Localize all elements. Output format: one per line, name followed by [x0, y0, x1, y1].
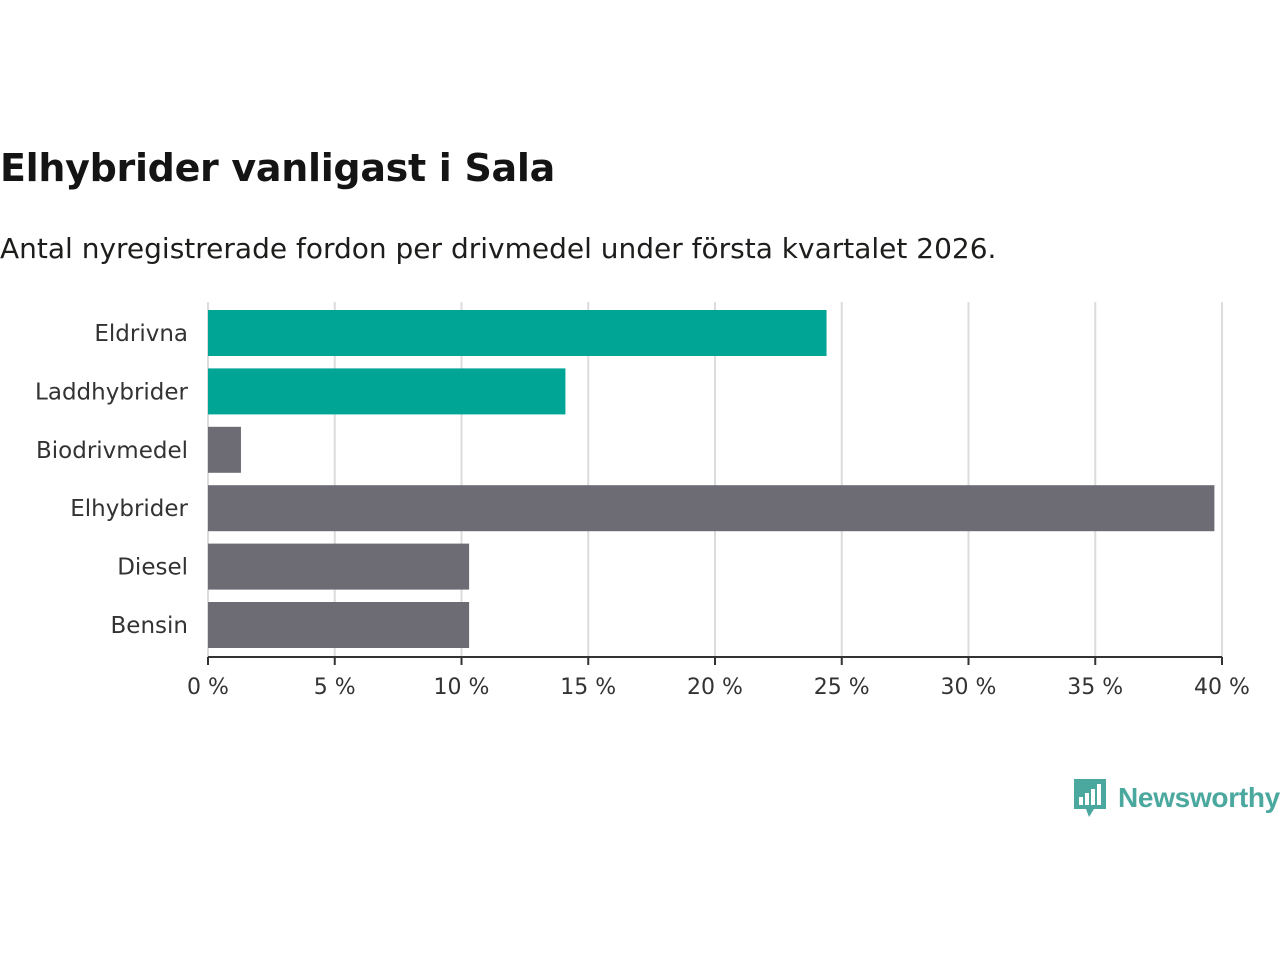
bar-biodrivmedel: [208, 426, 241, 473]
x-tick-label: 35 %: [1067, 675, 1123, 700]
x-tick-label: 15 %: [560, 675, 616, 700]
x-tick-label: 0 %: [187, 675, 229, 700]
x-tick-label: 40 %: [1194, 675, 1250, 700]
x-tick-label: 10 %: [434, 675, 490, 700]
chart-title: Elhybrider vanligast i Sala: [0, 146, 555, 190]
category-label: Bensin: [111, 613, 188, 639]
category-label: Elhybrider: [70, 496, 188, 522]
x-tick-label: 25 %: [814, 675, 870, 700]
logo-text: Newsworthy: [1118, 782, 1280, 813]
category-label: Biodrivmedel: [36, 438, 188, 464]
category-label: Laddhybrider: [35, 379, 188, 405]
x-axis: 0 % 5 % 10 % 15 % 20 % 25 % 30 % 35 % 40 %: [187, 656, 1250, 700]
category-label: Eldrivna: [94, 321, 188, 347]
chart-subtitle: Antal nyregistrerade fordon per drivmede…: [0, 232, 997, 265]
bar-bensin: [208, 602, 470, 648]
newsworthy-logo: Newsworthy: [1072, 776, 1280, 820]
x-tick-label: 5 %: [314, 675, 356, 700]
gridlines: [207, 302, 1223, 657]
bar-chart-speech-bubble-icon: [1074, 779, 1106, 817]
bar-laddhybrider: [208, 368, 566, 415]
category-labels: Eldrivna Laddhybrider Biodrivmedel Elhybrid…: [35, 321, 188, 639]
bar-eldrivna: [208, 310, 827, 356]
bar-elhybrider: [208, 485, 1215, 532]
bars: [208, 310, 1215, 648]
x-tick-label: 30 %: [941, 675, 997, 700]
x-tick-label: 20 %: [687, 675, 743, 700]
category-label: Diesel: [117, 555, 188, 581]
bar-diesel: [208, 543, 470, 590]
